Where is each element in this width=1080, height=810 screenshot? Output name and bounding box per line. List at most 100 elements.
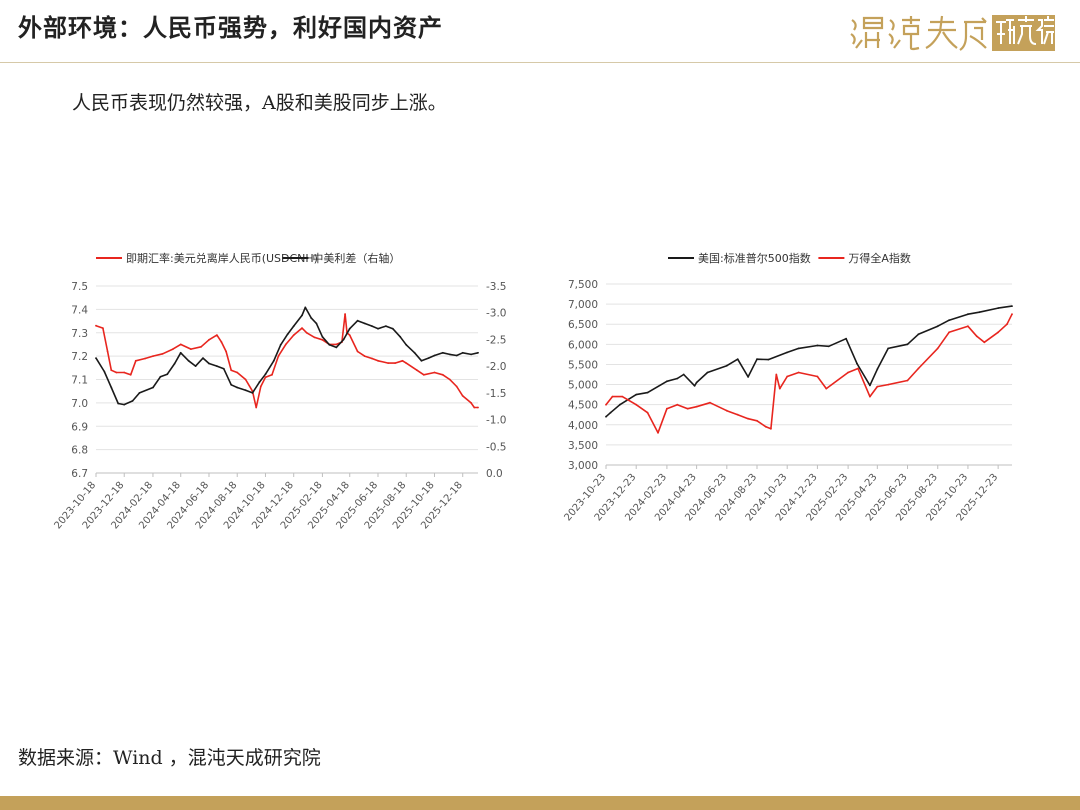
series-1-point <box>95 324 97 327</box>
series-1-point <box>321 338 324 341</box>
series-2-point <box>433 354 436 357</box>
y-right-tick-label: -1.0 <box>486 415 507 427</box>
series-2-point <box>997 331 999 334</box>
series-2-point <box>244 389 247 392</box>
y-left-tick-label: 5,500 <box>568 359 598 371</box>
series-2-point <box>385 325 387 327</box>
series-1-point <box>115 371 118 374</box>
series-1-point <box>646 391 649 394</box>
chart-usdcnh-vs-spread: 即期汇率:美元兑离岸人民币(USDCNH)中美利差（右轴） 7.5 7.4 7.3 7.… <box>53 251 507 531</box>
series-2-point <box>208 362 210 365</box>
series-2-point <box>1006 323 1008 326</box>
series-1-point <box>676 377 679 380</box>
series-1-point <box>666 380 668 383</box>
chart-sp500-vs-wind-a: 美国:标准普尔500指数 万得全A指数 7,500 7,000 6,500 6,000 5,… <box>563 251 1013 523</box>
series-1-point <box>284 343 287 346</box>
y-left-tick-label: 7.1 <box>71 375 88 387</box>
series-1-point <box>448 378 451 381</box>
series-2-point <box>686 407 689 410</box>
series-2-point <box>258 381 261 384</box>
series-2-point <box>420 359 423 362</box>
series-1-point <box>152 355 154 357</box>
series-1-point <box>1011 305 1013 307</box>
series-2-point <box>173 362 176 365</box>
series-1-point <box>461 395 464 397</box>
series-1-point <box>313 336 316 339</box>
series-2-point <box>948 331 950 334</box>
series-2-point <box>166 373 169 376</box>
series-1-point <box>473 406 476 409</box>
series-2-point <box>377 327 379 330</box>
series-1-point <box>948 319 950 322</box>
series-1-point <box>387 362 390 364</box>
series-2-point <box>975 335 978 338</box>
series-line-1 <box>605 305 1013 418</box>
series-2-point <box>1011 313 1013 316</box>
series-2-point <box>131 400 134 402</box>
series-1-point <box>208 338 210 341</box>
series-1-point <box>869 384 871 387</box>
y-right-tick-label: -2.5 <box>486 334 507 346</box>
legend-label-1: 美国:标准普尔500指数 <box>698 251 811 265</box>
series-2-point <box>301 314 303 317</box>
series-2-point <box>470 353 472 356</box>
series-2-point <box>635 403 638 406</box>
brand-logo <box>850 15 1055 51</box>
series-2-point <box>605 403 607 406</box>
series-1-point <box>172 348 174 350</box>
y-left-tick-label: 3,500 <box>568 440 598 452</box>
series-2-point <box>967 325 969 328</box>
series-2-point <box>770 427 772 430</box>
y-left-tick-label: 7.3 <box>71 328 88 340</box>
series-1-point <box>477 406 479 409</box>
series-2-point <box>264 373 267 376</box>
series-2-point <box>736 413 739 416</box>
series-1-point <box>416 369 418 372</box>
legend-label-2: 万得全A指数 <box>848 251 911 265</box>
series-1-point <box>277 355 280 357</box>
series-2-point <box>906 379 909 382</box>
series-2-point <box>321 335 324 338</box>
series-1-point <box>845 337 847 340</box>
y-right-tick-label: -0.5 <box>486 441 507 453</box>
series-1-point <box>230 369 233 372</box>
series-1-point <box>816 344 819 347</box>
series-2-point <box>348 327 351 330</box>
footer-bar <box>0 796 1080 810</box>
series-2-point <box>179 351 182 354</box>
series-2-point <box>709 401 711 404</box>
series-1-point <box>695 381 698 384</box>
series-2-point <box>695 405 698 408</box>
series-1-point <box>422 373 425 376</box>
header-divider <box>0 62 1080 63</box>
series-2-point <box>621 395 624 398</box>
series-2-point <box>363 322 366 325</box>
series-2-point <box>202 357 204 359</box>
series-2-point <box>765 425 767 428</box>
series-1-point <box>433 371 436 374</box>
series-2-point <box>657 431 659 434</box>
series-1-point <box>747 376 749 378</box>
series-1-point <box>394 362 396 364</box>
y-left-tick-label: 6.9 <box>71 421 88 433</box>
series-2-point <box>936 347 939 350</box>
y-left-tick-label: 7,500 <box>568 279 598 291</box>
series-2-point <box>315 322 318 325</box>
series-1-point <box>997 307 999 309</box>
series-1-point <box>301 327 303 329</box>
series-2-point <box>123 403 126 406</box>
y-left-tick-label: 6,000 <box>568 339 598 351</box>
series-1-point <box>917 333 920 336</box>
series-1-point <box>377 359 379 362</box>
series-2-point <box>230 383 233 386</box>
series-1-point <box>736 358 739 361</box>
series-1-point <box>978 311 981 314</box>
series-1-point <box>179 343 182 346</box>
series-2-point <box>747 417 749 420</box>
series-1-point <box>190 348 192 350</box>
series-2-point <box>887 383 890 386</box>
series-1-point <box>797 347 800 350</box>
y-left-tick-label: 7.5 <box>71 281 88 293</box>
series-2-point <box>427 357 430 359</box>
series-1-point <box>161 352 164 355</box>
